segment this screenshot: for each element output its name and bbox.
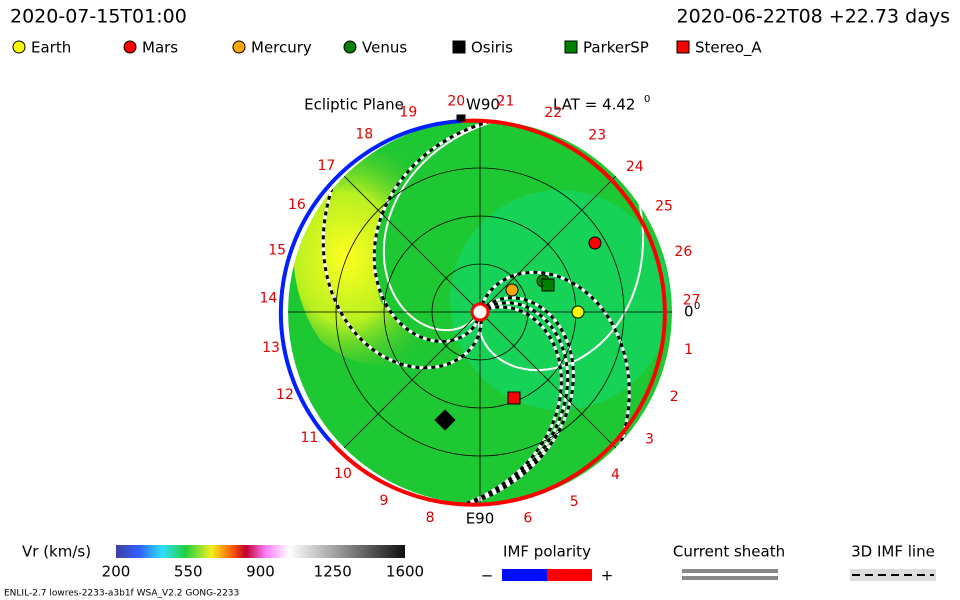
carrington-label: 14 [260,291,278,307]
carrington-label: 12 [276,387,294,403]
carrington-label: 18 [355,126,373,142]
rim-negative [278,119,463,443]
mercury-marker [505,283,519,297]
carrington-label: 21 [497,94,515,110]
run-start: 2020-06-22T08 +22.73 days [677,6,950,28]
legend-swatch [232,40,246,54]
colorbar [116,545,405,558]
imf-minus: − [481,567,494,585]
legend-swatch [452,40,466,54]
sheath-title: Current sheath [673,543,785,561]
colorbar-tick-label: 1250 [314,563,352,581]
legend: Earth Mars Mercury Venus Osiris ParkerSP Stere… [12,39,762,58]
colorbar-ticks: 200 550 900 1250 1600 [102,563,424,581]
imf-plus: + [601,567,614,585]
sun [470,302,490,322]
legend-label: Osiris [471,39,513,57]
imf-line [372,120,660,344]
legend-swatch [343,40,357,54]
carrington-label: 27 [683,292,701,308]
carrington-label: 26 [674,244,692,260]
sheath-line-2 [682,576,778,580]
fast-region [450,190,670,410]
carrington-label: 24 [626,159,644,175]
carrington-label: 15 [268,242,286,258]
legend-swatch [676,40,690,54]
carrington-label: 3 [645,431,654,447]
right-degree: 0 [694,301,700,312]
top-label: W90 [466,96,500,114]
carrington-label: 4 [611,467,620,483]
carrington-label: 5 [570,494,579,510]
earth-marker [571,305,585,319]
plane-title: Ecliptic Plane [304,96,404,114]
legend-swatch [12,40,26,54]
carrington-label: 6 [523,511,532,527]
carrington-label: 1 [684,342,693,358]
footer: ENLIL-2.7 lowres-2233-a3b1f WSA_V2.2 GON… [4,589,239,599]
latitude: LAT = 4.42 [553,96,635,114]
carrington-label: 16 [288,197,306,213]
carrington-label: 2 [670,389,679,405]
sheath-line-1 [682,569,778,573]
colorbar-tick-label: 200 [102,563,131,581]
rim-positive [328,118,667,507]
legend-label: Mars [142,39,178,57]
stereo-a-marker [507,391,521,405]
colorbar-tick-label: 900 [246,563,275,581]
legend-label: ParkerSP [583,39,649,57]
bodies [434,114,602,431]
legend-label: Stereo_A [695,39,762,58]
latitude-degree: 0 [644,94,650,105]
carrington-label: 10 [334,466,352,482]
colorbar-label: Vr (km/s) [22,543,91,561]
carrington-label: 23 [588,127,606,143]
imf-line-title: 3D IMF line [851,543,935,561]
osiris-limb-marker [456,114,466,122]
carrington-label: 22 [544,105,562,121]
imf-title: IMF polarity [503,543,591,561]
carrington-label: 19 [399,104,417,120]
carrington-label: 20 [447,93,465,109]
legend-swatch [564,40,578,54]
carrington-label: 13 [262,340,280,356]
carrington-label: 9 [379,493,388,509]
legend-label: Earth [31,39,71,57]
bottom-label: E90 [466,510,495,528]
model-time: 2020-07-15T01:00 [10,6,187,28]
colorbar-tick-label: 550 [174,563,203,581]
legend-label: Venus [362,39,407,57]
mars-marker [588,236,602,250]
imf-line [344,305,563,504]
white-spiral [382,120,646,332]
parkersp-marker [541,278,555,292]
imf-line [336,301,570,504]
imf-negative [502,569,547,581]
imf-line [328,296,575,504]
right-label: 0 [684,303,694,321]
carrington-label: 17 [318,158,336,174]
legend-label: Mercury [251,39,312,57]
osiris-marker [434,409,456,431]
colorbar-tick-label: 1600 [386,563,424,581]
carrington-label: 11 [300,430,318,446]
legend-swatch [123,40,137,54]
carrington-label: 8 [426,510,435,526]
imf-positive [547,569,592,581]
carrington-label: 25 [655,199,673,215]
